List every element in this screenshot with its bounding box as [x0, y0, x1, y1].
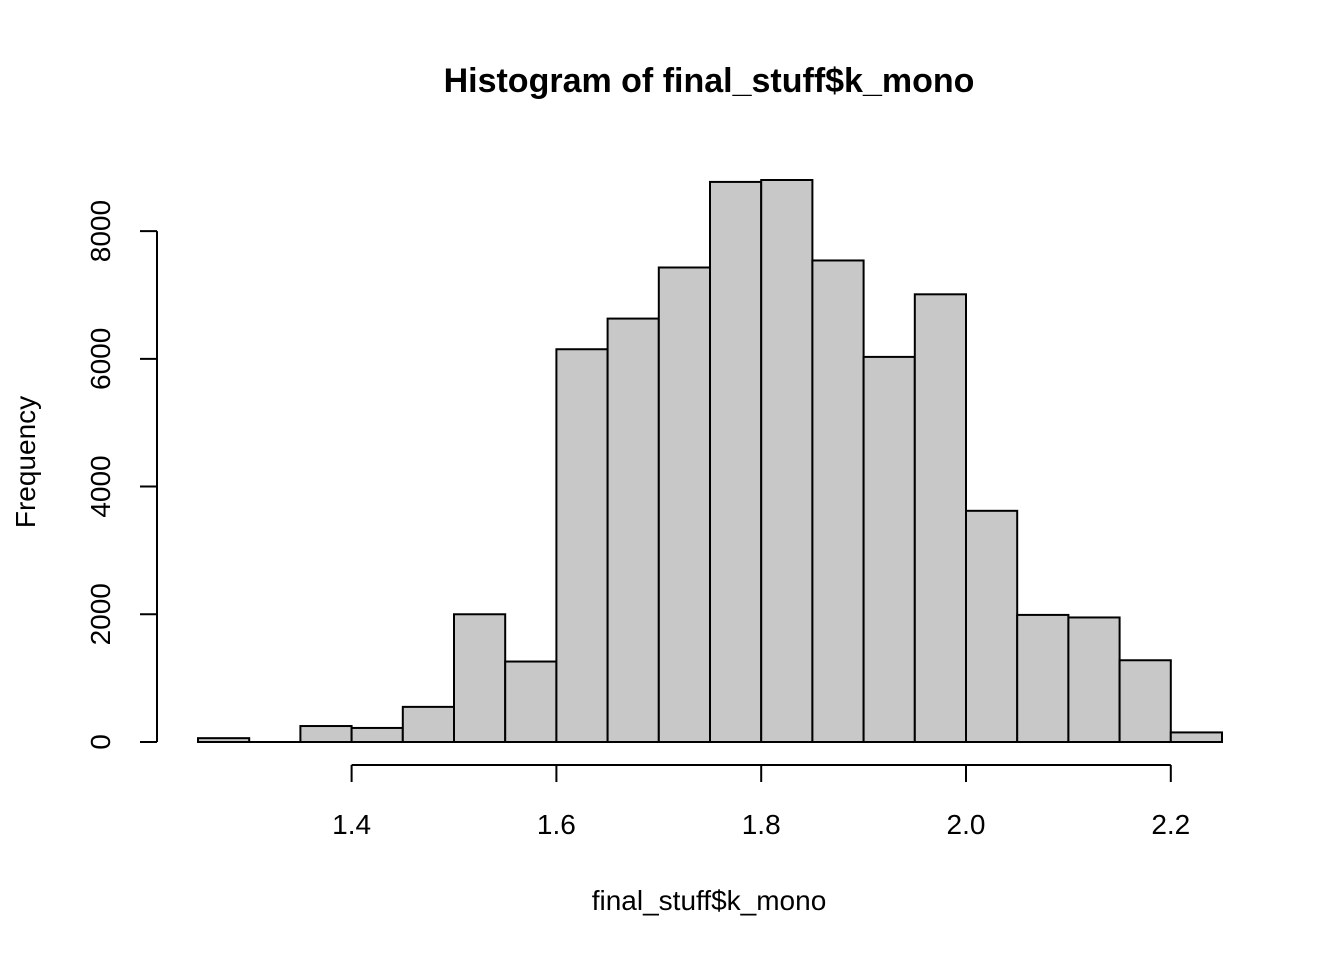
histogram-bar	[1118, 659, 1172, 743]
histogram-bar	[401, 705, 455, 743]
histogram-bar	[1067, 616, 1121, 743]
histogram-bar	[350, 726, 404, 744]
histogram-bar	[606, 317, 660, 743]
y-tick-label: 8000	[85, 200, 116, 262]
histogram-bar	[913, 293, 967, 743]
y-axis-label: Frequency	[10, 396, 41, 528]
bars-group	[197, 179, 1224, 744]
x-axis: 1.4 1.6 1.8 2.0 2.2	[332, 764, 1190, 840]
histogram-bar	[453, 613, 507, 743]
x-tick-label: 1.8	[742, 809, 781, 840]
x-tick-label: 2.0	[947, 809, 986, 840]
x-tick-label: 1.4	[332, 809, 371, 840]
x-tick-label: 1.6	[537, 809, 576, 840]
histogram-bar	[299, 725, 353, 744]
histogram-bar	[1169, 731, 1224, 744]
histogram-bar	[965, 509, 1019, 743]
histogram-bar	[197, 737, 251, 743]
histogram-bar	[657, 266, 711, 743]
histogram-bar	[1016, 613, 1070, 744]
y-tick-label: 2000	[85, 583, 116, 645]
x-tick-label: 2.2	[1151, 809, 1190, 840]
histogram-bar	[760, 179, 814, 743]
histogram-bar	[709, 180, 763, 744]
y-tick-label: 0	[85, 734, 116, 750]
y-tick-label: 6000	[85, 328, 116, 390]
histogram-bar	[811, 259, 865, 743]
y-axis: 0 2000 4000 6000 8000	[85, 200, 158, 750]
histogram-bar	[862, 355, 916, 743]
y-tick-label: 4000	[85, 455, 116, 517]
histogram-bar	[504, 660, 558, 743]
chart-title: Histogram of final_stuff$k_mono	[444, 62, 975, 100]
x-axis-label: final_stuff$k_mono	[592, 885, 827, 916]
histogram-bar	[555, 348, 609, 743]
